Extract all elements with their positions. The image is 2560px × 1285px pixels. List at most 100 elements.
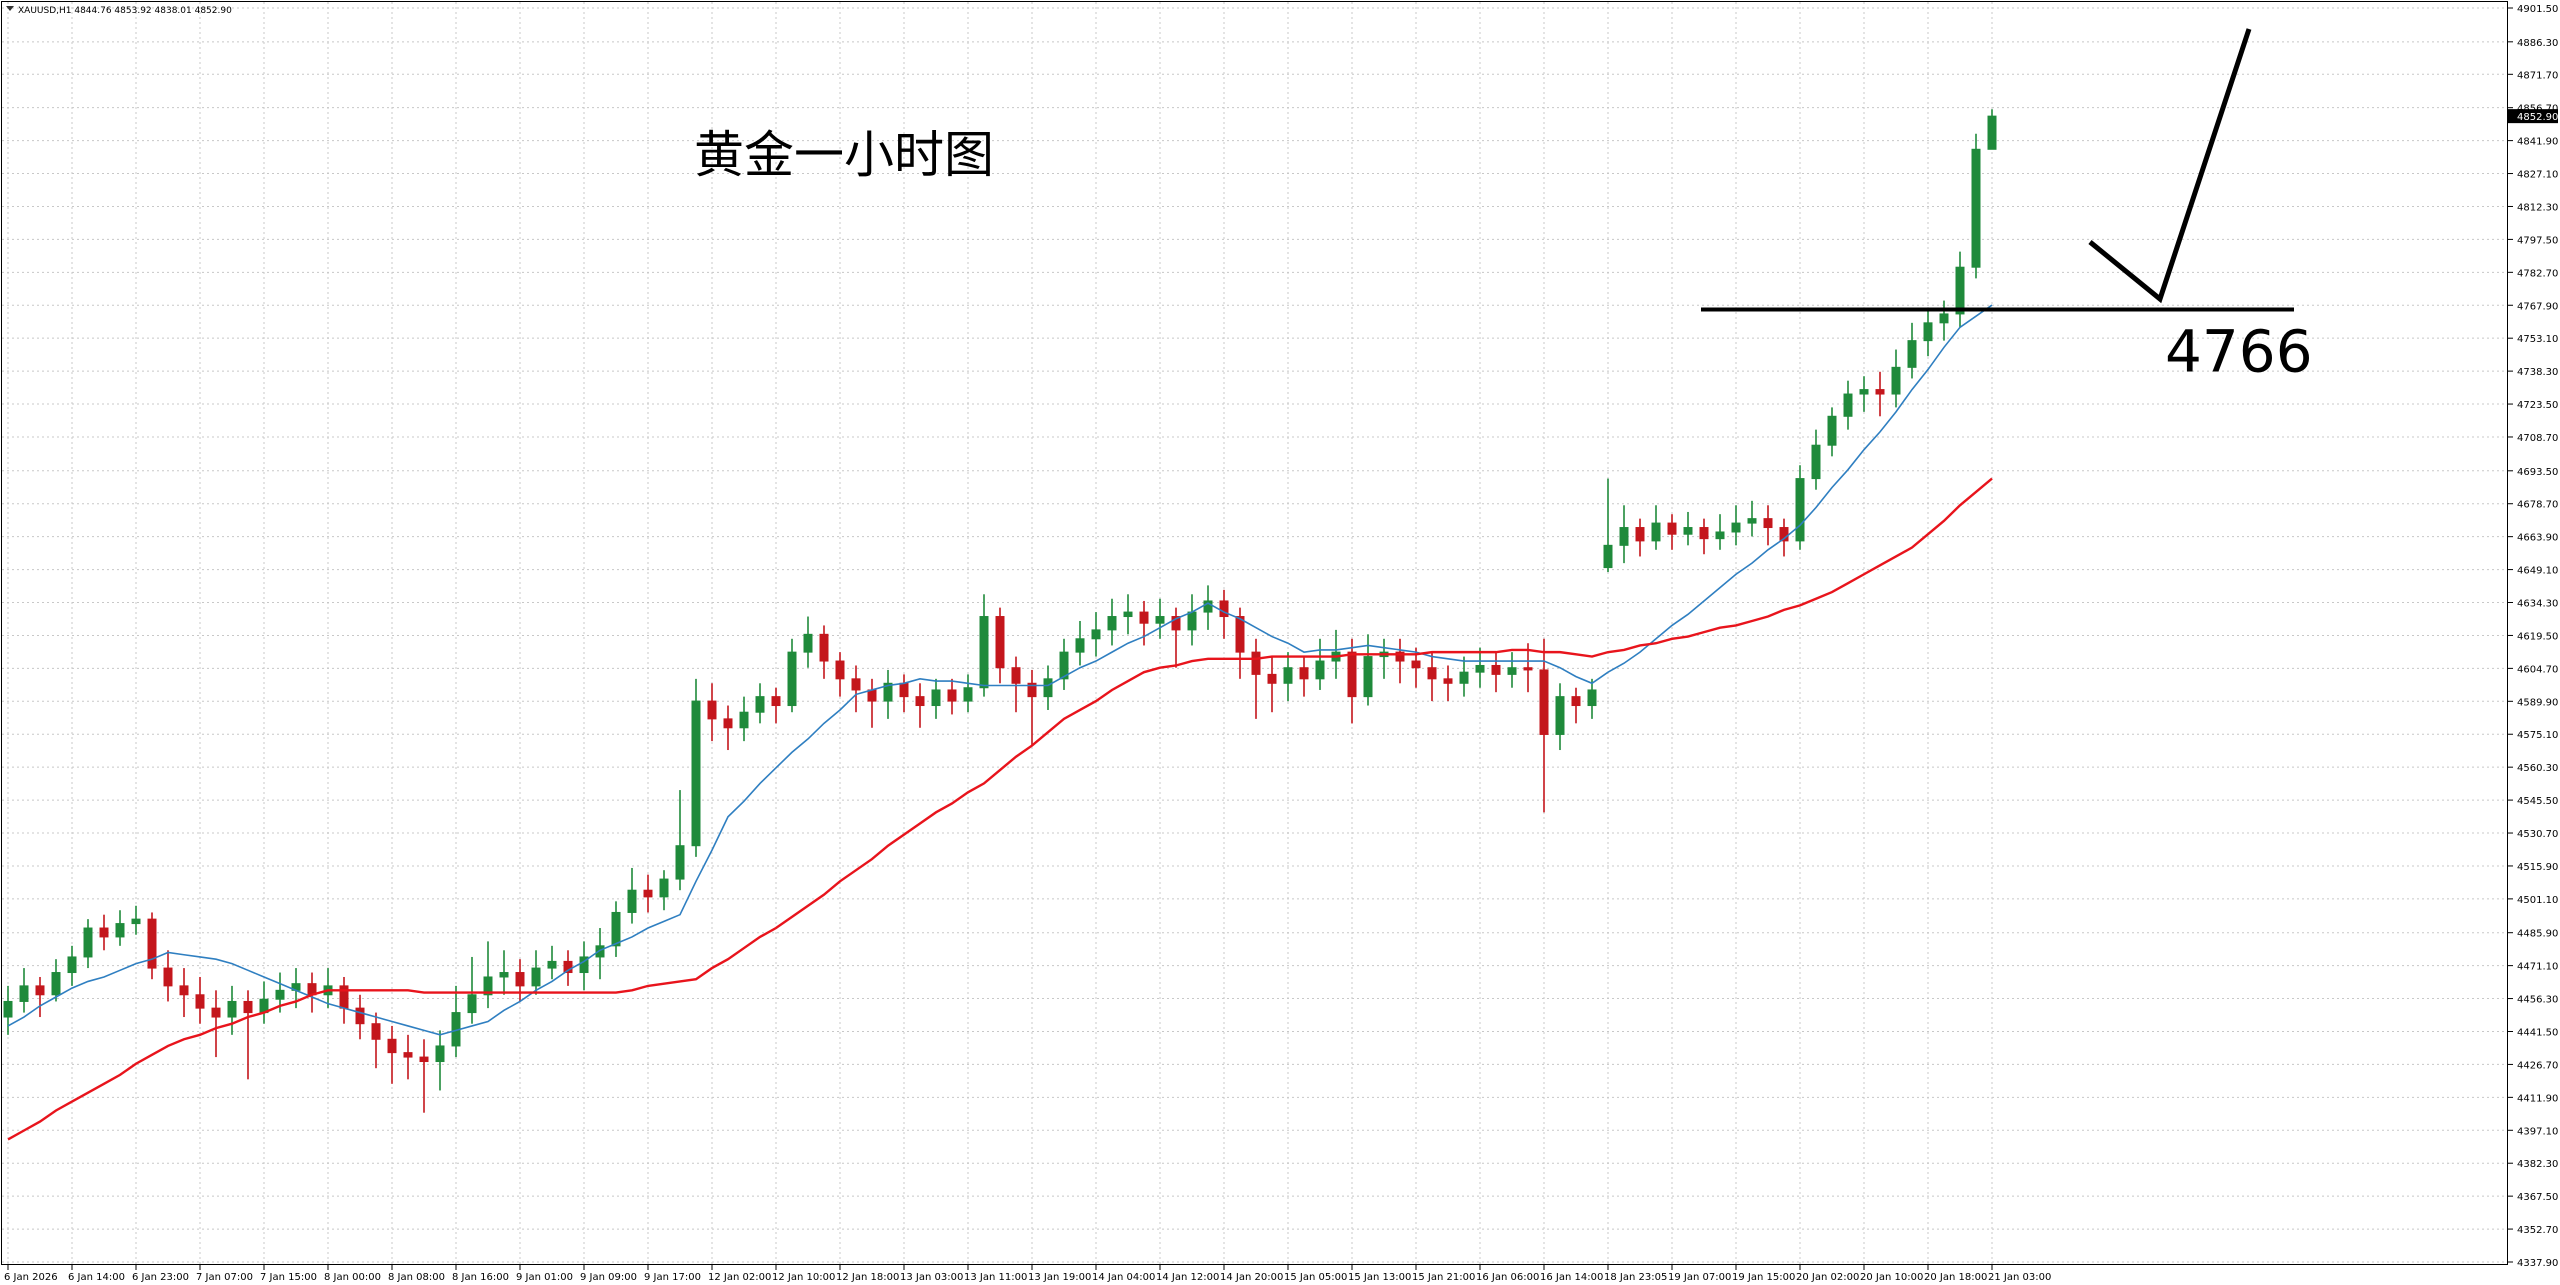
candle-body [787, 651, 797, 707]
candle-body [1203, 600, 1213, 613]
y-tick-label: 4767.90 [2517, 301, 2558, 312]
x-tick-label: 14 Jan 04:00 [1092, 1272, 1155, 1283]
candle-body [1699, 527, 1709, 540]
candle-body [1683, 527, 1693, 535]
candle-body [1539, 669, 1549, 735]
candle-body [1651, 522, 1661, 542]
candle-body [1843, 393, 1853, 417]
candle-body [1523, 667, 1533, 671]
candle-body [99, 927, 109, 938]
candle-body [739, 711, 749, 729]
y-tick-label: 4575.10 [2517, 730, 2558, 741]
x-tick-label: 21 Jan 03:00 [1988, 1272, 2051, 1283]
candle-body [83, 927, 93, 958]
candle-body [835, 660, 845, 680]
candle-body [1283, 667, 1293, 684]
candle-body [1571, 696, 1581, 707]
y-tick-label: 4456.30 [2517, 995, 2558, 1006]
candle-body [1155, 616, 1165, 624]
plot-frame [1, 1, 2508, 1265]
candle-body [515, 972, 525, 987]
candle-body [659, 878, 669, 898]
x-tick-label: 18 Jan 23:05 [1604, 1272, 1667, 1283]
candle-body [1923, 322, 1933, 342]
candle-body [387, 1038, 397, 1054]
y-tick-label: 4738.30 [2517, 367, 2558, 378]
candle-body [931, 689, 941, 707]
x-tick-label: 20 Jan 10:00 [1860, 1272, 1923, 1283]
x-tick-label: 15 Jan 05:00 [1284, 1272, 1347, 1283]
candle-body [67, 956, 77, 974]
candle-body [995, 616, 1005, 669]
y-tick-label: 4382.30 [2517, 1159, 2558, 1170]
candle-body [1139, 611, 1149, 624]
y-tick-label: 4501.10 [2517, 895, 2558, 906]
moving-average-line [7, 477, 1993, 1141]
x-tick-label: 14 Jan 12:00 [1156, 1272, 1219, 1283]
y-tick-label: 4708.70 [2517, 433, 2558, 444]
candle-body [1907, 340, 1917, 368]
candle-body [1219, 600, 1229, 618]
candle-body [1779, 527, 1789, 542]
candle-body [547, 960, 557, 969]
candle-body [1171, 616, 1181, 631]
candle-body [883, 682, 893, 702]
candle-body [899, 682, 909, 698]
x-tick-label: 6 Jan 14:00 [68, 1272, 125, 1283]
x-tick-label: 13 Jan 03:00 [900, 1272, 963, 1283]
y-tick-label: 4886.30 [2517, 38, 2558, 49]
candle-body [1251, 651, 1261, 675]
candle-body [819, 633, 829, 662]
x-tick-label: 8 Jan 08:00 [388, 1272, 445, 1283]
candle-body [243, 1000, 253, 1014]
chart-title: 黄金一小时图 [694, 126, 994, 184]
candle-body [1763, 518, 1773, 529]
candle-body [499, 972, 509, 978]
x-tick-label: 15 Jan 21:00 [1412, 1272, 1475, 1283]
candle-body [403, 1052, 413, 1058]
x-tick-label: 19 Jan 15:00 [1732, 1272, 1795, 1283]
y-tick-label: 4367.50 [2517, 1192, 2558, 1203]
candle-body [1715, 531, 1725, 540]
candle-body [1811, 444, 1821, 480]
candle-body [147, 918, 157, 969]
moving-average-line [7, 304, 1993, 1036]
candle-body [1043, 678, 1053, 698]
y-tick-label: 4871.70 [2517, 70, 2558, 81]
x-tick-label: 8 Jan 00:00 [324, 1272, 381, 1283]
x-tick-label: 16 Jan 06:00 [1476, 1272, 1539, 1283]
candle-body [851, 678, 861, 691]
y-tick-label: 4812.30 [2517, 202, 2558, 213]
y-tick-label: 4560.30 [2517, 763, 2558, 774]
candle-body [803, 633, 813, 653]
candle-body [675, 845, 685, 880]
candle-body [611, 911, 621, 947]
price-label: 4852.90 [2517, 112, 2558, 123]
y-tick-label: 4426.70 [2517, 1060, 2558, 1071]
x-tick-label: 13 Jan 11:00 [964, 1272, 1027, 1283]
y-tick-label: 4604.70 [2517, 664, 2558, 675]
candle-body [1555, 696, 1565, 735]
candle-body [707, 700, 717, 720]
candle-body [211, 1007, 221, 1018]
y-tick-label: 4545.50 [2517, 796, 2558, 807]
candle-body [1891, 366, 1901, 395]
candle-body [115, 923, 125, 938]
candle-body [1875, 389, 1885, 395]
candle-body [1827, 415, 1837, 446]
y-tick-label: 4337.90 [2517, 1258, 2558, 1269]
candle-body [3, 1000, 13, 1018]
candle-body [1235, 616, 1245, 653]
y-tick-label: 4411.90 [2517, 1093, 2558, 1104]
candle-body [1443, 678, 1453, 684]
candle-body [1507, 667, 1517, 675]
x-tick-label: 13 Jan 19:00 [1028, 1272, 1091, 1283]
candle-body [1859, 389, 1869, 395]
candle-body [371, 1023, 381, 1040]
check-mark [2088, 28, 2252, 304]
candle-body [947, 689, 957, 702]
candle-body [723, 718, 733, 729]
x-tick-label: 20 Jan 02:00 [1796, 1272, 1859, 1283]
